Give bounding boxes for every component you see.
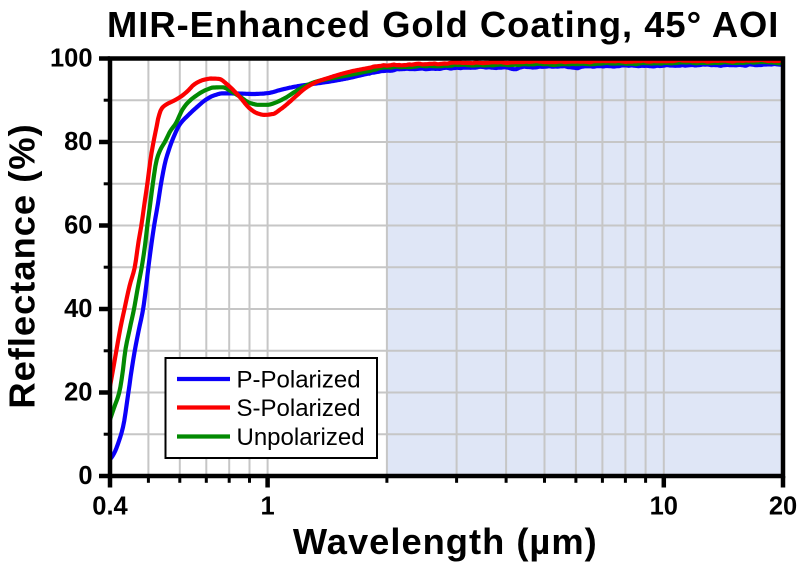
svg-text:0: 0 [78,462,92,490]
svg-text:80: 80 [64,128,92,156]
svg-text:P-Polarized: P-Polarized [237,367,361,394]
svg-text:1: 1 [261,492,275,520]
svg-text:60: 60 [64,212,92,240]
svg-text:Unpolarized: Unpolarized [237,424,365,451]
svg-text:S-Polarized: S-Polarized [237,395,361,422]
svg-text:0.4: 0.4 [92,492,128,520]
svg-text:10: 10 [650,492,678,520]
svg-text:100: 100 [50,45,93,73]
svg-text:20: 20 [769,492,797,520]
svg-text:Reflectance (%): Reflectance (%) [2,123,43,408]
svg-text:20: 20 [64,379,92,407]
svg-text:40: 40 [64,295,92,323]
svg-text:MIR-Enhanced Gold Coating, 45°: MIR-Enhanced Gold Coating, 45° AOI [107,4,779,45]
svg-text:Wavelength (µm): Wavelength (µm) [293,521,598,562]
